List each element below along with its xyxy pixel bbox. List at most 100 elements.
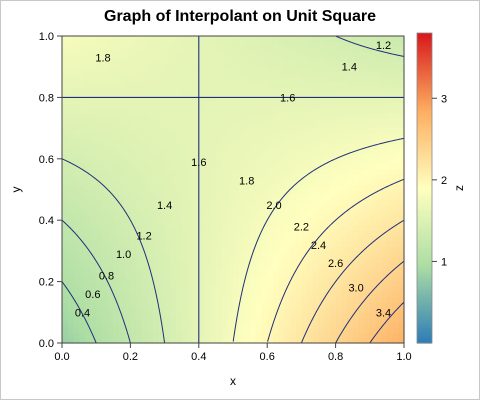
heatmap-cell (244, 199, 251, 206)
heatmap-cell (261, 112, 268, 119)
heatmap-cell (215, 82, 223, 88)
heatmap-cell (398, 256, 405, 262)
heatmap-cell (73, 122, 80, 129)
heatmap-cell (147, 138, 154, 145)
heatmap-cell (290, 296, 297, 303)
heatmap-cell (62, 312, 69, 319)
heatmap-cell (290, 122, 297, 129)
heatmap-cell (176, 46, 183, 52)
heatmap-cell (347, 153, 354, 160)
heatmap-cell (278, 97, 285, 104)
heatmap-cell (176, 36, 183, 42)
heatmap-cell (84, 122, 92, 129)
heatmap-cell (119, 266, 126, 272)
heatmap-cell (250, 36, 257, 42)
heatmap-cell (386, 291, 394, 298)
heatmap-cell (398, 169, 405, 175)
heatmap-cell (312, 261, 320, 267)
heatmap-cell (301, 194, 308, 201)
heatmap-cell (238, 261, 245, 267)
heatmap-cell (335, 312, 342, 319)
heatmap-cell (113, 225, 120, 232)
colorbar-segment (417, 299, 432, 303)
heatmap-cell (375, 322, 382, 329)
heatmap-cell (101, 296, 109, 303)
heatmap-cell (261, 240, 268, 247)
heatmap-cell (221, 209, 228, 216)
heatmap-cell (90, 82, 97, 88)
heatmap-cell (164, 271, 171, 278)
heatmap-cell (335, 138, 342, 145)
heatmap-cell (67, 204, 74, 211)
heatmap-cell (113, 102, 120, 109)
heatmap-cell (181, 122, 188, 129)
heatmap-cell (301, 204, 308, 211)
heatmap-cell (244, 235, 251, 242)
heatmap-cell (261, 337, 268, 344)
heatmap-cell (335, 209, 342, 216)
heatmap-cell (244, 133, 251, 139)
heatmap-cell (278, 286, 285, 293)
heatmap-cell (136, 51, 143, 58)
heatmap-cell (227, 194, 234, 201)
heatmap-cell (238, 322, 245, 329)
heatmap-cell (375, 97, 382, 104)
heatmap-cell (73, 209, 80, 216)
heatmap-cell (187, 302, 194, 308)
heatmap-cell (210, 215, 217, 221)
heatmap-cell (84, 204, 92, 211)
heatmap-cell (158, 92, 166, 98)
heatmap-cell (329, 209, 337, 216)
heatmap-cell (210, 250, 217, 257)
heatmap-cell (381, 56, 388, 63)
heatmap-cell (107, 220, 114, 226)
heatmap-cell (352, 307, 359, 313)
colorbar-segment (417, 35, 432, 39)
heatmap-cell (62, 322, 69, 329)
heatmap-cell (187, 194, 194, 201)
heatmap-cell (227, 209, 234, 216)
heatmap-cell (107, 194, 114, 201)
heatmap-cell (67, 82, 74, 88)
heatmap-cell (90, 225, 97, 232)
heatmap-cell (358, 225, 365, 232)
heatmap-cell (278, 235, 285, 242)
colorbar-segment (417, 185, 432, 189)
heatmap-cell (193, 133, 200, 139)
heatmap-cell (261, 276, 268, 283)
heatmap-cell (272, 230, 280, 237)
heatmap-cell (198, 174, 206, 180)
heatmap-cell (358, 148, 365, 155)
heatmap-cell (164, 261, 171, 267)
heatmap-cell (84, 128, 92, 134)
heatmap-cell (352, 215, 359, 221)
heatmap-cell (170, 209, 177, 216)
heatmap-cell (164, 225, 171, 232)
heatmap-cell (255, 194, 263, 201)
heatmap-cell (136, 337, 143, 344)
heatmap-cell (221, 148, 228, 155)
heatmap-cell (90, 209, 97, 216)
heatmap-cell (255, 204, 263, 211)
heatmap-cell (301, 281, 308, 288)
heatmap-cell (153, 107, 160, 114)
heatmap-cell (324, 312, 331, 319)
heatmap-cell (392, 230, 399, 237)
heatmap-cell (227, 271, 234, 278)
heatmap-cell (318, 322, 325, 329)
heatmap-cell (392, 82, 399, 88)
heatmap-cell (381, 158, 388, 165)
heatmap-cell (193, 148, 200, 155)
heatmap-cell (187, 220, 194, 226)
heatmap-cell (67, 184, 74, 191)
heatmap-cell (193, 174, 200, 180)
heatmap-cell (170, 163, 177, 170)
heatmap-cell (375, 107, 382, 114)
heatmap-cell (329, 235, 337, 242)
heatmap-cell (272, 276, 280, 283)
heatmap-cell (255, 61, 263, 68)
heatmap-cell (204, 133, 211, 139)
heatmap-cell (136, 286, 143, 293)
heatmap-cell (278, 122, 285, 129)
heatmap-cell (193, 220, 200, 226)
